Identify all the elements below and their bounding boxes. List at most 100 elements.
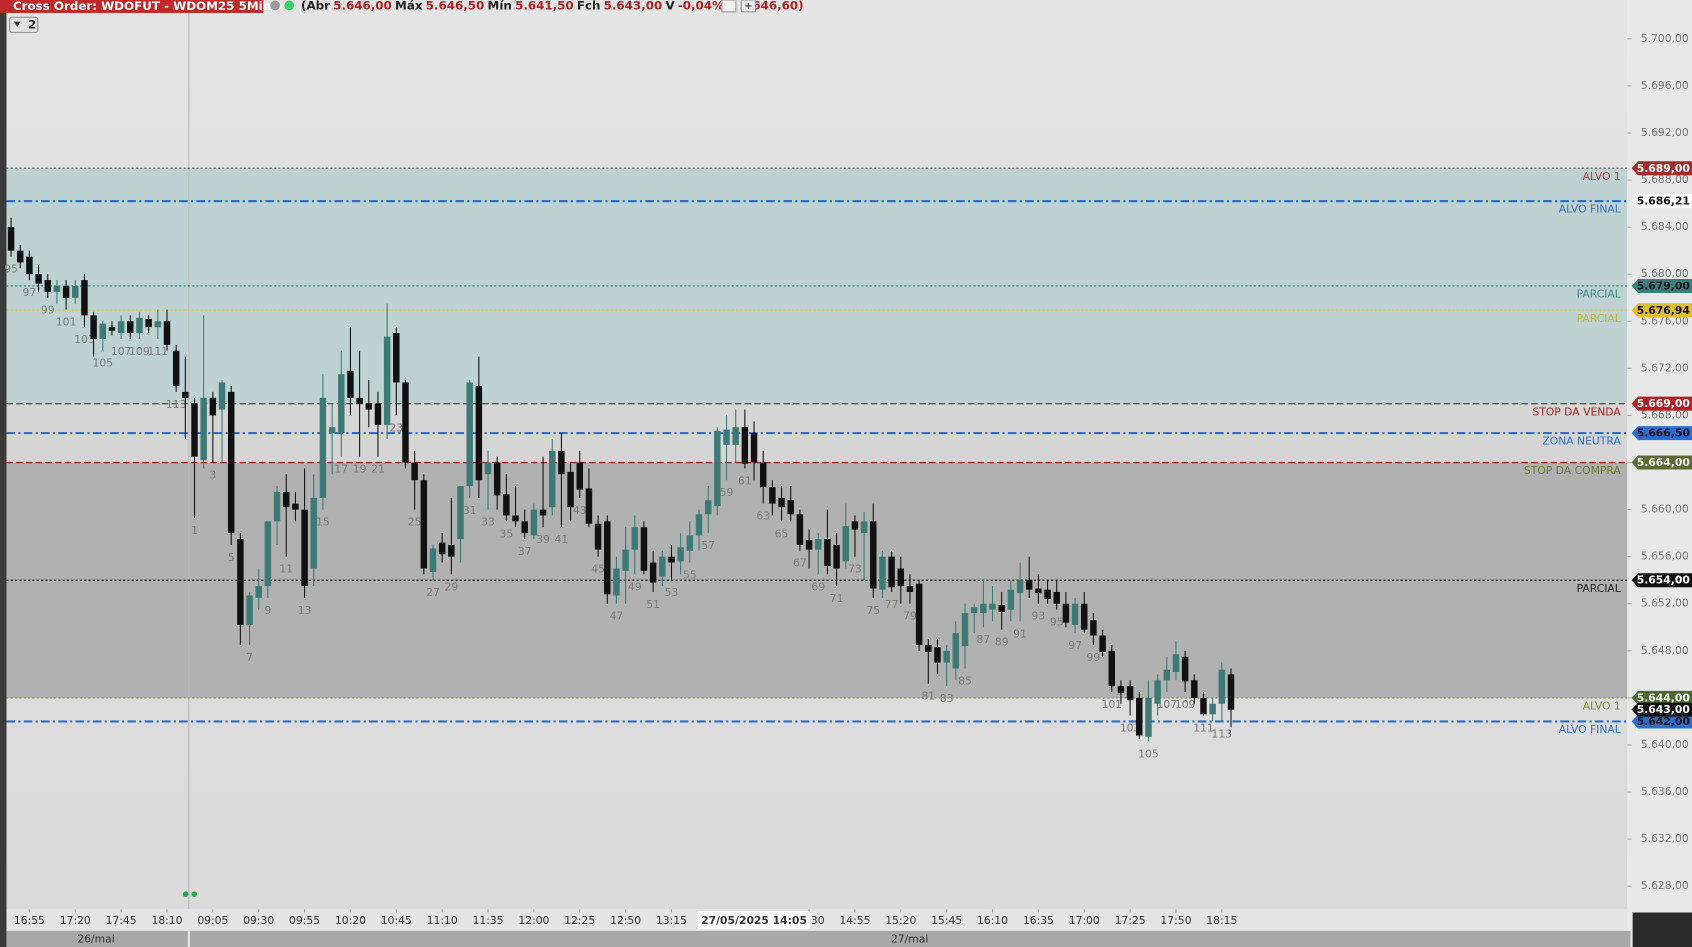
candle-body — [805, 540, 813, 550]
panel-button[interactable] — [9, 16, 39, 33]
bar-number: 1 — [191, 524, 198, 537]
ohlc-item: Mín — [488, 0, 512, 12]
bar-number: 73 — [848, 563, 862, 576]
plus-icon — [745, 2, 752, 10]
candle-body — [457, 486, 464, 540]
icon[interactable] — [284, 0, 295, 11]
candle-body — [549, 450, 556, 508]
candle-body — [218, 382, 226, 410]
x-tick-label: 09:55 — [289, 914, 320, 927]
bar-number: 99 — [41, 304, 55, 317]
candle-body — [255, 586, 262, 598]
candle-body — [915, 583, 923, 645]
bar-number: 99 — [1087, 651, 1101, 664]
bar-number: 101 — [56, 315, 77, 328]
bar-number: 5 — [228, 551, 235, 564]
bar-number: 87 — [976, 633, 990, 646]
price-tags: 5.689,00 5.686,21 5.679,00 5.676,94 5.669,00… — [1631, 161, 1692, 729]
x-tick-label: 16:55 — [14, 914, 45, 927]
price-tag — [1631, 303, 1692, 318]
bar-number: 15 — [316, 516, 330, 529]
price-tag — [1631, 702, 1692, 717]
bar-number: 67 — [793, 557, 807, 570]
level-label: ALVO 1 — [1583, 170, 1621, 183]
candle-body — [604, 521, 611, 595]
candle-body — [842, 526, 849, 562]
candle-body — [576, 462, 583, 490]
bar-number: 105 — [1138, 747, 1159, 760]
y-tick-label: 5.688,00 — [1641, 173, 1689, 186]
time-axis — [6, 909, 1628, 930]
candle-body — [484, 462, 492, 475]
candle-body — [420, 480, 428, 569]
bar-number: 41 — [555, 533, 569, 546]
candle-body — [1163, 669, 1171, 681]
candle-body — [117, 321, 125, 334]
y-tick-label: 5.684,00 — [1641, 220, 1689, 233]
zone — [6, 168, 1628, 404]
panel-count: 2 — [28, 17, 36, 31]
price-tag — [1631, 194, 1692, 209]
order-title[interactable]: Cross Order: WDOFUT - WDOM25 5Min — [13, 0, 271, 13]
candle-body — [961, 613, 969, 647]
corner — [1632, 912, 1692, 947]
candle-body — [714, 430, 721, 507]
candle-body — [301, 509, 308, 587]
candle-body — [1053, 591, 1060, 604]
ohlc-item: 5.646,50 — [426, 0, 485, 12]
candle-body — [347, 370, 354, 398]
order-title-box[interactable] — [0, 0, 264, 13]
x-tick-label: 18:10 — [151, 914, 182, 927]
ohlc-item: Fch — [577, 0, 601, 12]
candle-body — [613, 568, 620, 596]
candle-body — [35, 274, 42, 284]
x-tick-label: 12:00 — [518, 914, 549, 927]
candle-body — [631, 527, 639, 550]
price-tag-label: 5.686,21 — [1637, 195, 1690, 208]
y-tick-label: 5.652,00 — [1641, 597, 1689, 610]
candle-body — [998, 604, 1005, 612]
icon[interactable] — [270, 0, 281, 11]
candle-body — [62, 285, 70, 298]
candle-body — [466, 382, 473, 487]
candle-body — [833, 544, 840, 569]
candle-body — [44, 280, 51, 292]
candle-body — [273, 491, 281, 522]
bar-number: 19 — [353, 463, 367, 476]
button[interactable] — [721, 0, 737, 13]
candle-body — [154, 321, 162, 328]
bar-number: 13 — [298, 604, 312, 617]
level-label: STOP DA VENDA — [1532, 405, 1621, 418]
candle-body — [512, 515, 519, 522]
bar-number: 27 — [426, 586, 440, 599]
bar-number: 75 — [866, 604, 880, 617]
bar-number: 7 — [246, 651, 253, 664]
x-tick-label: 15:45 — [931, 914, 962, 927]
y-tick-label: 5.636,00 — [1641, 785, 1689, 798]
candle-body — [7, 227, 15, 251]
x-tick-label: 12:50 — [610, 914, 641, 927]
bar-number: 57 — [701, 539, 715, 552]
candles: 9597991011031051071091111131357911131517… — [4, 217, 1235, 760]
candle-body — [475, 386, 483, 481]
level-label: PARCIAL — [1577, 582, 1621, 595]
candle-body — [1145, 697, 1152, 737]
candle-body — [1191, 680, 1198, 698]
candle-body — [741, 427, 749, 464]
bar-number: 33 — [481, 516, 495, 529]
bar-number: 113 — [1212, 727, 1233, 740]
candle-body — [704, 500, 712, 515]
bar-number: 65 — [775, 527, 789, 540]
candle-body — [1200, 697, 1207, 715]
date-label: 26/mai — [77, 932, 114, 945]
bar-number: 59 — [720, 486, 734, 499]
candle-body — [668, 556, 675, 563]
price-tag — [1631, 161, 1692, 176]
date-label: 27/mai — [891, 932, 928, 945]
bar-number: 109 — [1175, 698, 1196, 711]
candle-body — [1081, 603, 1088, 630]
level-label: PARCIAL — [1577, 288, 1621, 301]
candle-body — [338, 374, 345, 434]
price-tag-label: 5.679,00 — [1637, 280, 1690, 293]
candle-body — [209, 397, 217, 416]
